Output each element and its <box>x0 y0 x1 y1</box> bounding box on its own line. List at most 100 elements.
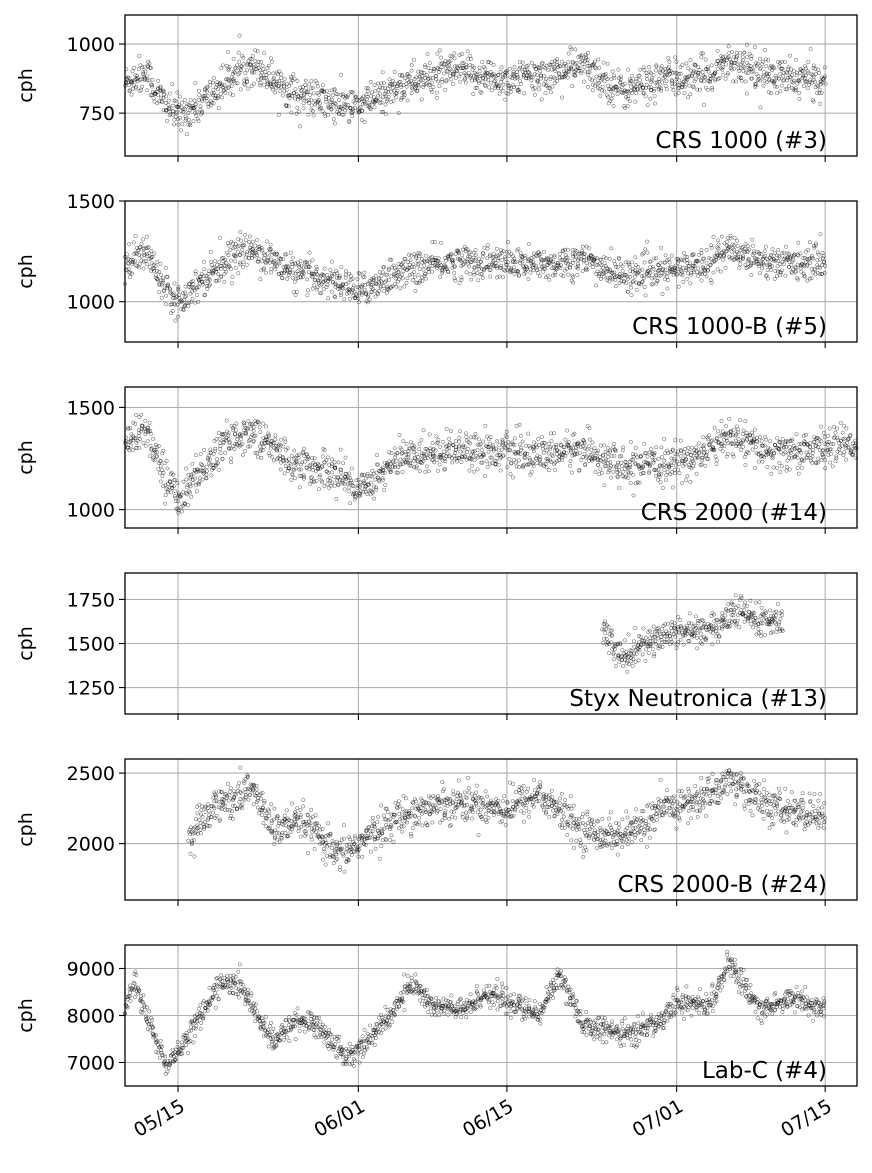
data-point <box>311 283 316 288</box>
data-point <box>435 457 440 462</box>
data-point <box>729 61 734 66</box>
data-point <box>504 68 509 73</box>
data-point <box>133 73 138 78</box>
data-point <box>524 67 529 72</box>
data-point <box>480 76 485 81</box>
data-point <box>766 58 771 63</box>
data-point <box>806 452 810 457</box>
y-axis-label: cph <box>15 440 37 475</box>
data-point <box>788 75 792 79</box>
data-point <box>540 61 545 65</box>
data-point <box>416 69 421 74</box>
data-point <box>229 84 234 89</box>
data-point <box>557 63 562 68</box>
data-point <box>496 448 501 453</box>
data-point <box>169 302 174 307</box>
data-point <box>546 67 551 72</box>
data-point <box>677 78 682 83</box>
data-point <box>469 463 474 468</box>
data-point <box>716 429 720 434</box>
data-point <box>494 246 499 251</box>
data-point <box>216 278 221 283</box>
data-point <box>333 101 338 106</box>
data-point <box>187 482 192 487</box>
data-point <box>498 69 503 74</box>
data-point <box>243 233 248 237</box>
data-point <box>680 84 685 89</box>
data-point <box>690 74 694 79</box>
data-point <box>415 88 420 93</box>
data-point <box>233 254 238 259</box>
data-point <box>524 73 529 78</box>
data-point <box>130 258 135 263</box>
data-point <box>263 260 268 265</box>
data-point <box>458 429 463 434</box>
data-point <box>469 73 474 78</box>
data-point <box>256 59 261 64</box>
data-point <box>480 254 485 259</box>
data-point <box>218 91 223 96</box>
data-point <box>194 489 199 494</box>
data-point <box>609 475 614 480</box>
data-point <box>568 459 573 464</box>
data-point <box>785 70 790 75</box>
data-point <box>336 111 341 116</box>
data-point <box>699 78 704 83</box>
data-point <box>265 251 270 256</box>
data-point <box>553 81 557 86</box>
data-point <box>687 449 692 454</box>
data-point <box>815 90 820 95</box>
data-point <box>769 268 773 272</box>
data-point <box>260 70 264 75</box>
data-point <box>552 66 557 71</box>
data-point <box>324 285 329 289</box>
data-point <box>452 64 457 69</box>
data-point <box>465 49 470 54</box>
data-point <box>609 89 614 94</box>
data-point <box>624 281 628 286</box>
data-point <box>259 245 264 250</box>
data-point <box>220 83 225 88</box>
data-point <box>212 448 217 453</box>
data-point <box>600 84 605 89</box>
data-point <box>594 283 599 288</box>
data-point <box>685 474 690 478</box>
data-point <box>468 53 473 58</box>
data-point <box>803 274 808 279</box>
data-point <box>505 81 510 85</box>
data-point <box>176 314 180 319</box>
data-point <box>149 249 154 254</box>
data-point <box>196 97 201 102</box>
data-point <box>141 266 146 271</box>
data-point <box>536 79 540 84</box>
data-point <box>804 455 809 460</box>
data-point <box>676 462 681 467</box>
data-point <box>132 251 137 256</box>
data-point <box>486 450 491 454</box>
data-point <box>786 65 791 70</box>
data-point <box>472 272 477 277</box>
data-point <box>212 75 217 80</box>
data-point <box>386 90 391 95</box>
data-point <box>523 443 528 448</box>
data-point <box>755 61 760 66</box>
data-point <box>810 450 815 455</box>
data-point <box>273 82 278 87</box>
data-point <box>741 64 746 69</box>
data-point <box>325 482 330 487</box>
data-point <box>325 88 329 93</box>
data-point <box>609 96 614 101</box>
data-point <box>712 425 717 430</box>
data-point <box>805 456 810 461</box>
data-point <box>200 99 205 103</box>
data-point <box>645 454 650 459</box>
data-point <box>250 69 255 74</box>
data-point <box>149 66 153 71</box>
data-point <box>775 91 780 96</box>
data-point <box>628 462 632 467</box>
data-point <box>580 58 585 63</box>
data-point <box>239 64 244 69</box>
data-point <box>526 76 531 81</box>
data-point <box>500 257 505 262</box>
